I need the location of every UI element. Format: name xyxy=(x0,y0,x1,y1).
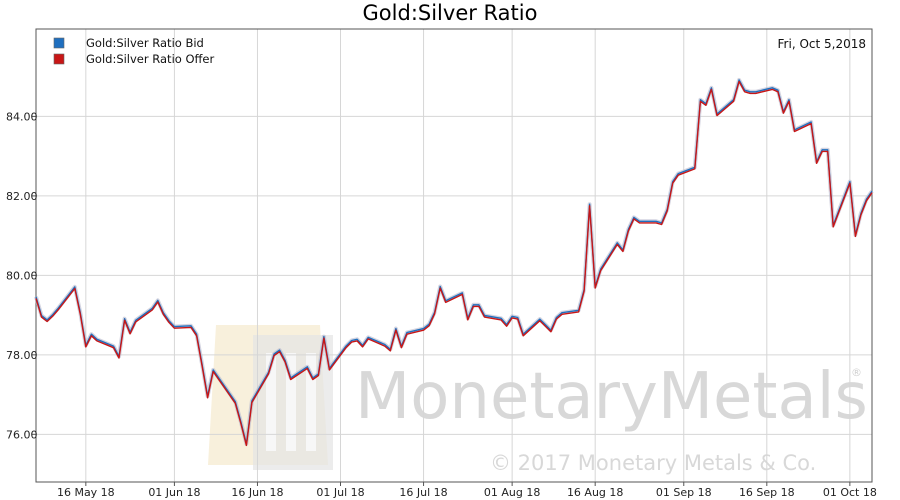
watermark-brand: MonetaryMetals xyxy=(355,360,868,434)
y-tick-label: 78.00 xyxy=(6,349,38,362)
legend-label: Gold:Silver Ratio Offer xyxy=(86,52,215,66)
x-tick-label: 16 Jun 18 xyxy=(231,486,283,499)
x-tick-label: 01 Sep 18 xyxy=(656,486,712,499)
series-line xyxy=(35,80,873,447)
axes: 76.00 78.00 80.00 82.00 84.00 16 May 18 01 Jun… xyxy=(6,110,877,499)
watermark-logo xyxy=(208,325,333,470)
x-tick-label: 01 Oct 18 xyxy=(823,486,877,499)
plot-frame xyxy=(35,28,873,483)
watermark: MonetaryMetals® © 2017 Monetary Metals & … xyxy=(208,325,868,475)
x-tick-label: 01 Jun 18 xyxy=(148,486,200,499)
watermark-logo-bar xyxy=(306,353,316,451)
y-tick-label: 76.00 xyxy=(6,428,38,441)
y-tick-label: 80.00 xyxy=(6,269,38,282)
date-label: Fri, Oct 5,2018 xyxy=(778,37,866,51)
y-tick-label: 82.00 xyxy=(6,190,38,203)
chart-title: Gold:Silver Ratio xyxy=(362,1,538,25)
watermark-logo-bar xyxy=(266,353,276,451)
legend-label: Gold:Silver Ratio Bid xyxy=(86,36,204,50)
x-tick-label: 16 May 18 xyxy=(57,486,115,499)
x-tick-label: 01 Jul 18 xyxy=(316,486,364,499)
watermark-logo-bar xyxy=(286,353,296,451)
x-tick-label: 16 Aug 18 xyxy=(567,486,623,499)
y-tick-label: 84.00 xyxy=(6,110,38,123)
watermark-registered: ® xyxy=(851,366,862,379)
gridlines xyxy=(36,29,872,482)
watermark-copyright: © 2017 Monetary Metals & Co. xyxy=(490,451,816,475)
series-offer xyxy=(35,80,873,447)
legend-swatch xyxy=(53,53,65,65)
legend-swatch xyxy=(53,37,65,49)
legend: Gold:Silver Ratio Bid Gold:Silver Ratio O… xyxy=(53,36,215,66)
x-tick-label: 16 Sep 18 xyxy=(739,486,795,499)
x-tick-label: 16 Jul 18 xyxy=(399,486,447,499)
x-tick-label: 01 Aug 18 xyxy=(484,486,540,499)
